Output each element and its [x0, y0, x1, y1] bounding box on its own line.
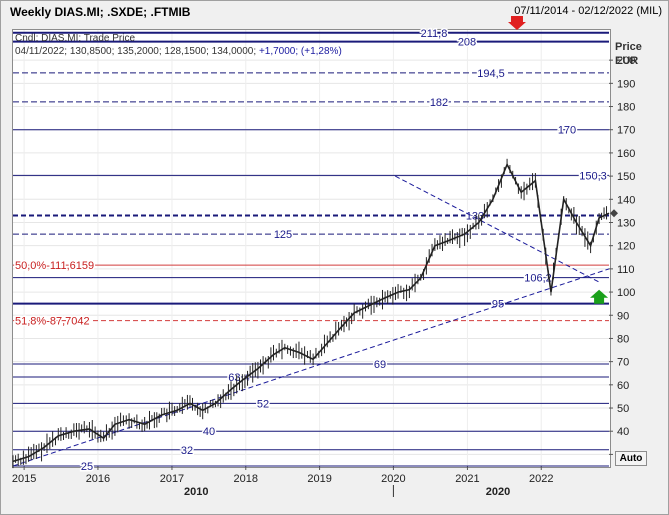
x-tick-label: 2015 [12, 473, 36, 485]
x-tick-label: 2016 [86, 473, 110, 485]
legend-line-1: Cndl; DIAS.MI; Trade Price [15, 33, 136, 44]
y-tick-label: 110 [617, 264, 635, 276]
up-arrow-icon [590, 289, 609, 304]
x-tick-label: 2021 [455, 473, 479, 485]
date-range: 07/11/2014 - 02/12/2022 (MIL) [514, 5, 662, 17]
level-label: 69 [374, 359, 386, 371]
fib-level-label: 51,8%-87,7042 [15, 316, 90, 328]
level-label: 150,3 [579, 170, 607, 182]
y-tick-label: 70 [617, 357, 629, 369]
legend-box: Cndl; DIAS.MI; Trade Price 04/11/2022; 1… [15, 32, 342, 58]
y-tick-label: 100 [617, 287, 635, 299]
price-line [12, 162, 610, 463]
x-tick-label: 2017 [160, 473, 184, 485]
x-tick-label: 2022 [529, 473, 553, 485]
level-label: 211,8 [421, 28, 448, 40]
down-arrow-icon [507, 16, 526, 30]
y-tick-label: 130 [617, 217, 635, 229]
x-decade-label: 2010 [184, 486, 208, 498]
y-tick-label: 190 [617, 78, 635, 90]
y-tick-label: 120 [617, 241, 635, 253]
auto-scale-button[interactable]: Auto [615, 451, 647, 466]
level-label: 25 [81, 461, 93, 473]
level-label: 95 [492, 299, 504, 311]
last-price-diamond-icon [610, 209, 618, 218]
level-label: 52 [257, 398, 269, 410]
y-tick-label: 60 [617, 380, 629, 392]
trendline [395, 175, 601, 284]
legend-values: 04/11/2022; 130,8500; 135,2000; 128,1500… [15, 46, 257, 57]
level-label: 182 [430, 97, 448, 109]
level-label: 125 [274, 229, 292, 241]
trendline [12, 268, 610, 467]
chart-title: Weekly DIAS.MI; .SXDE; .FTMIB [10, 5, 191, 19]
y-tick-label: 170 [617, 125, 635, 137]
fib-level-label: 50,0%-111,6159 [15, 260, 94, 272]
y-tick-label: 180 [617, 102, 635, 114]
y-tick-label: 140 [617, 194, 635, 206]
y-axis-title: Price [615, 41, 642, 53]
y-tick-label: 200 [617, 55, 635, 67]
legend-change: +1,7000; (+1,28%) [258, 46, 342, 57]
x-tick-label: 2019 [307, 473, 331, 485]
level-label: 133 [466, 211, 484, 223]
y-axis-unit: EUR [615, 55, 638, 67]
legend-line-2: 04/11/2022; 130,8500; 135,2000; 128,1500… [15, 45, 342, 58]
y-tick-label: 160 [617, 148, 635, 160]
y-tick-label: 90 [617, 310, 629, 322]
level-label: 40 [203, 426, 215, 438]
level-label: 170 [558, 125, 576, 137]
y-tick-label: 40 [617, 426, 629, 438]
y-tick-label: 80 [617, 333, 629, 345]
x-decade-label: 2020 [486, 486, 510, 498]
x-tick-label: 2018 [234, 473, 258, 485]
level-label: 208 [458, 37, 476, 49]
level-label: 106,2 [524, 273, 552, 285]
title-bar: Weekly DIAS.MI; .SXDE; .FTMIB 07/11/2014… [1, 1, 668, 23]
y-tick-label: 50 [617, 403, 629, 415]
y-tick-label: 150 [617, 171, 635, 183]
level-label: 194,5 [477, 68, 505, 80]
level-label: 32 [181, 445, 193, 457]
x-tick-label: 2020 [381, 473, 405, 485]
